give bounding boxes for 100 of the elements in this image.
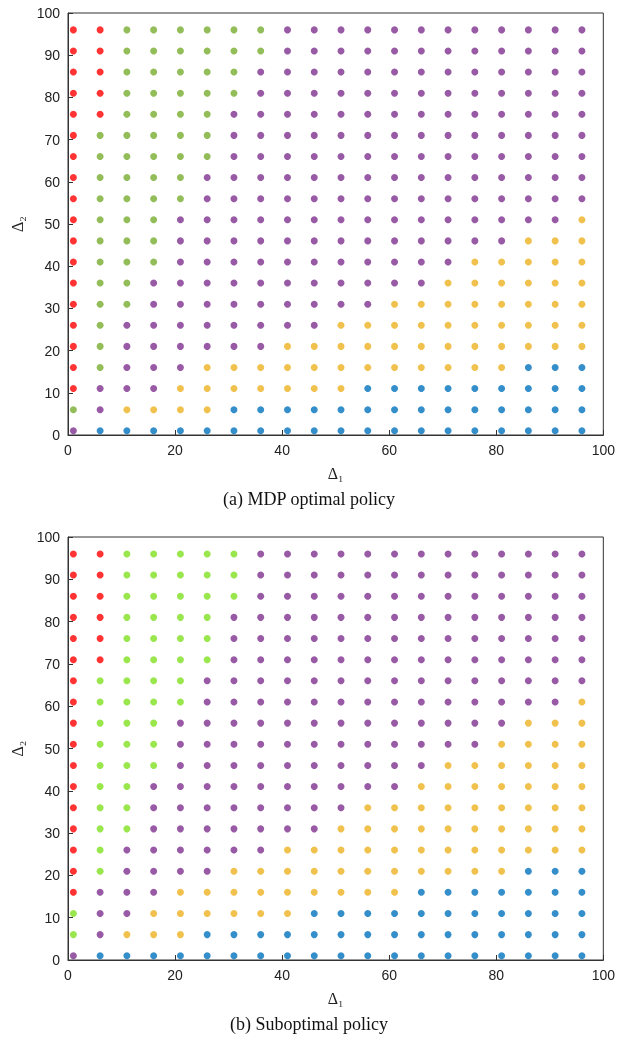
y-tick-label: 50	[44, 740, 61, 757]
point	[96, 26, 104, 34]
x-tick-label: 100	[591, 967, 616, 983]
point	[123, 804, 131, 812]
point	[96, 110, 104, 118]
point	[551, 952, 559, 960]
point	[69, 677, 77, 685]
y-tick-label: 20	[44, 342, 61, 359]
point	[123, 571, 131, 579]
point	[203, 427, 211, 435]
x-axis-title: Δ₁	[327, 989, 344, 1007]
point	[391, 427, 399, 435]
point	[203, 613, 211, 621]
y-tick-label: 90	[44, 571, 61, 588]
point	[69, 26, 77, 34]
point	[69, 740, 77, 748]
point	[203, 635, 211, 643]
point	[364, 952, 372, 960]
point	[417, 406, 425, 414]
point	[96, 550, 104, 558]
point	[391, 952, 399, 960]
point	[69, 321, 77, 329]
point	[444, 385, 452, 393]
point	[551, 931, 559, 939]
point	[69, 385, 77, 393]
point	[176, 677, 184, 685]
y-tick-label: 10	[44, 909, 61, 926]
point	[203, 550, 211, 558]
y-tick-label: 40	[44, 258, 61, 275]
point	[123, 761, 131, 769]
point	[230, 931, 238, 939]
point	[498, 385, 506, 393]
point	[150, 635, 158, 643]
point	[96, 825, 104, 833]
point	[123, 550, 131, 558]
x-tick-label: 100	[591, 442, 616, 458]
point	[283, 931, 291, 939]
point	[176, 952, 184, 960]
point	[444, 888, 452, 896]
point	[96, 613, 104, 621]
point	[498, 427, 506, 435]
point	[69, 363, 77, 371]
point	[524, 406, 532, 414]
point	[69, 613, 77, 621]
x-tick-label: 0	[64, 967, 73, 983]
point	[69, 867, 77, 875]
point	[337, 909, 345, 917]
point	[283, 427, 291, 435]
y-tick-label: 40	[44, 782, 61, 799]
y-axis-title: Δ₂	[9, 216, 27, 232]
y-tick-label: 30	[44, 300, 61, 317]
point	[123, 427, 131, 435]
point	[391, 931, 399, 939]
point	[578, 427, 586, 435]
point	[150, 719, 158, 727]
point	[69, 656, 77, 664]
point	[417, 909, 425, 917]
point	[364, 931, 372, 939]
point	[96, 427, 104, 435]
point	[551, 406, 559, 414]
point	[69, 571, 77, 579]
point	[337, 427, 345, 435]
point	[150, 571, 158, 579]
point	[444, 952, 452, 960]
point	[471, 385, 479, 393]
point	[96, 68, 104, 76]
point	[69, 110, 77, 118]
point	[498, 931, 506, 939]
point	[69, 342, 77, 350]
point	[498, 888, 506, 896]
point	[524, 363, 532, 371]
point	[471, 888, 479, 896]
point	[257, 931, 265, 939]
point	[69, 152, 77, 160]
x-tick-label: 80	[488, 967, 505, 983]
y-tick-label: 50	[44, 216, 61, 232]
text: (a) MDP optimal policy	[223, 489, 395, 510]
point	[96, 952, 104, 960]
point	[230, 406, 238, 414]
point	[230, 427, 238, 435]
point	[150, 677, 158, 685]
point	[283, 406, 291, 414]
point	[444, 931, 452, 939]
point	[96, 867, 104, 875]
point	[69, 279, 77, 287]
point	[150, 656, 158, 664]
point	[257, 427, 265, 435]
point	[123, 592, 131, 600]
point	[150, 592, 158, 600]
point	[69, 174, 77, 182]
point	[96, 804, 104, 812]
point	[69, 783, 77, 791]
point	[417, 931, 425, 939]
point	[176, 571, 184, 579]
y-tick-label: 20	[44, 867, 61, 884]
point	[69, 216, 77, 224]
point	[444, 909, 452, 917]
point	[578, 909, 586, 917]
point	[176, 698, 184, 706]
point	[96, 571, 104, 579]
